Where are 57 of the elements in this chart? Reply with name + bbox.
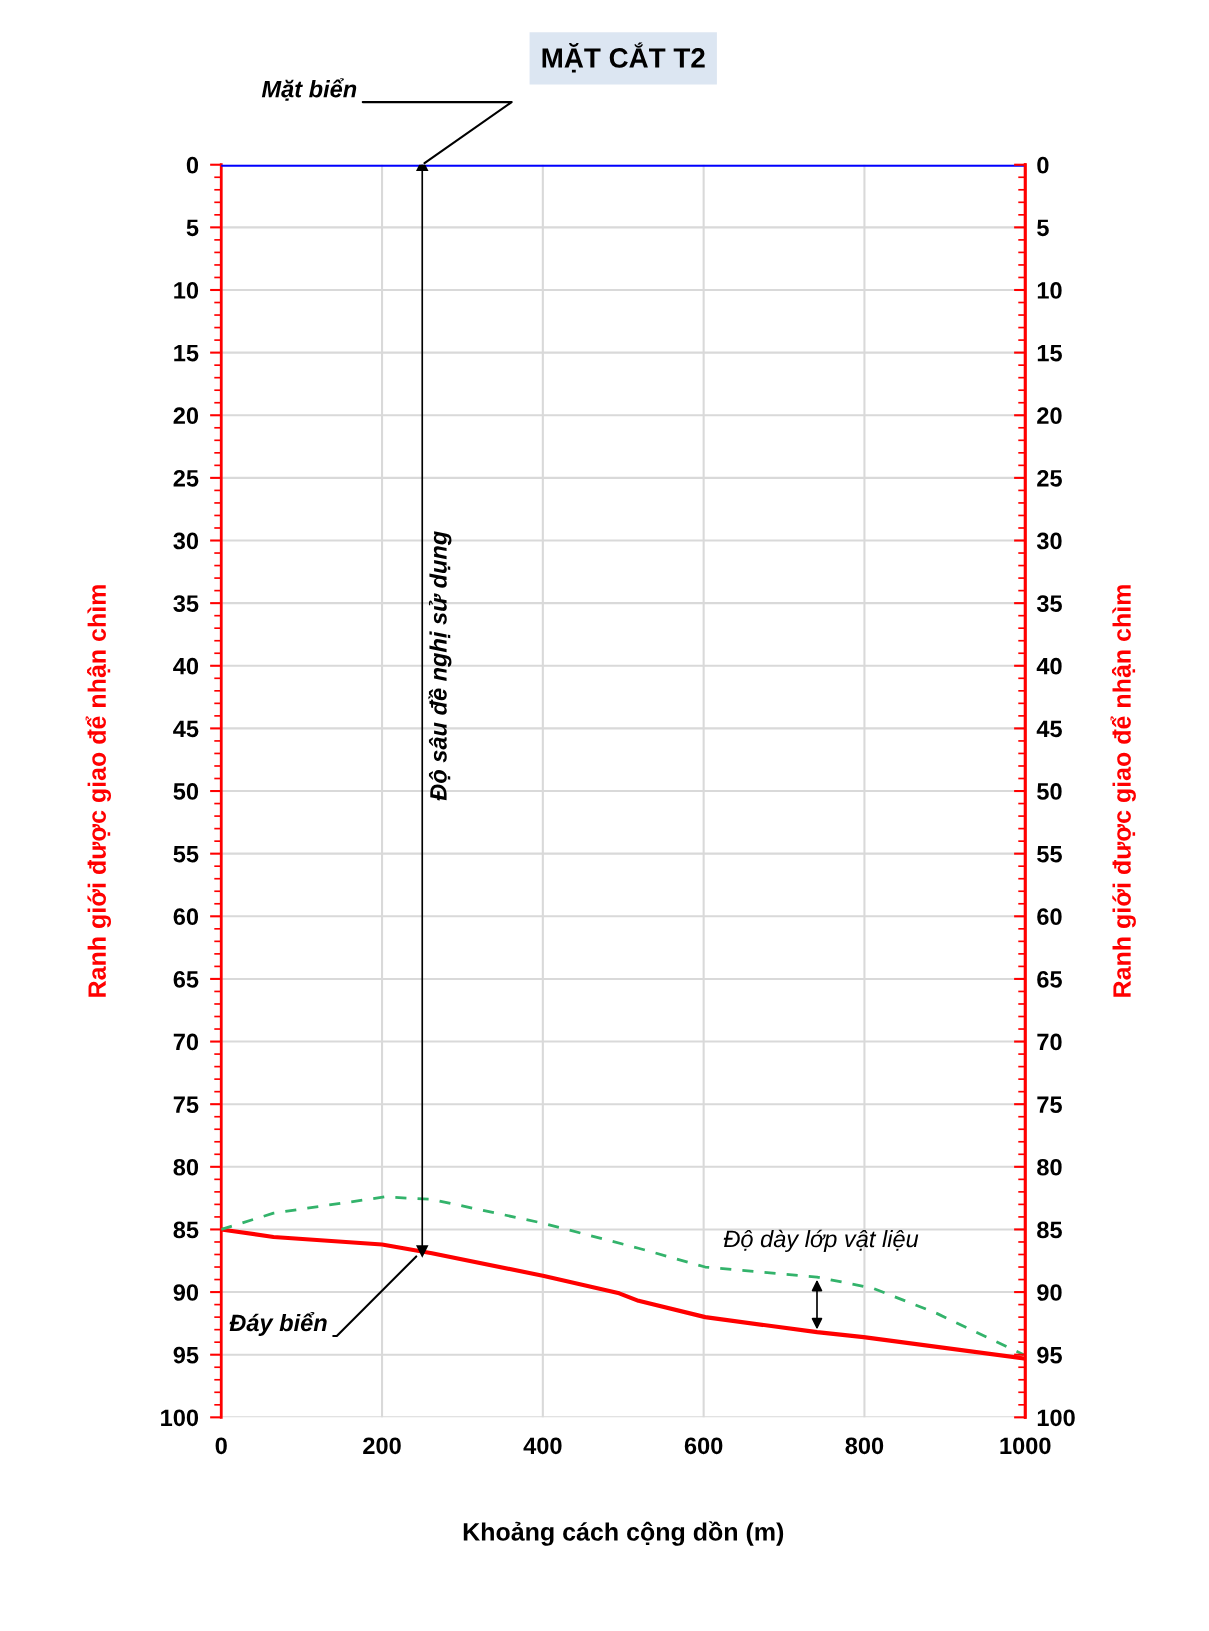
y2-tick-label: 80: [1037, 1158, 1062, 1176]
y2-tick-label: 85: [1037, 1221, 1062, 1239]
x-tick-label: 400: [523, 1437, 562, 1455]
x-axis-title: Khoảng cách cộng dồn (m): [463, 1521, 784, 1546]
chart-title: MẶT CẮT T2: [542, 42, 705, 73]
x-tick-label: 0: [215, 1437, 227, 1455]
y-tick-label: 15: [174, 344, 199, 362]
line-series: [221, 1195, 1026, 1357]
y-tick-label: 30: [173, 532, 199, 550]
y-tick-label: 10: [174, 282, 199, 299]
y-tick-label: 20: [173, 407, 199, 425]
annotation: Đáy biển: [229, 1311, 327, 1336]
y2-tick-label: 10: [1037, 282, 1062, 299]
y-tick-label: 5: [186, 219, 199, 237]
y-tick-label: 55: [173, 845, 199, 863]
y-tick-label: 75: [173, 1096, 199, 1113]
y2-tick-label: 65: [1037, 970, 1062, 988]
y-tick-label: 50: [173, 783, 199, 800]
y2-tick-label: 55: [1037, 845, 1062, 863]
y-tick-label: 70: [173, 1033, 199, 1051]
y-tick-label: 25: [173, 469, 199, 487]
y-tick-label: 35: [173, 595, 199, 612]
y-tick-label: 45: [173, 720, 199, 738]
x-tick-label: 600: [684, 1437, 723, 1455]
y2-tick-label: 40: [1036, 657, 1062, 675]
y2-tick-label: 35: [1036, 595, 1062, 612]
y-tick-label: 65: [173, 970, 199, 988]
x-tick-label: 1000: [1000, 1437, 1051, 1455]
y-tick-label: 100: [161, 1409, 199, 1427]
y2-tick-label: 45: [1036, 720, 1062, 738]
y-tick-label: 90: [173, 1284, 199, 1301]
y-tick-label: 0: [186, 156, 199, 174]
annotation: Độ dày lớp vật liệu: [723, 1229, 919, 1252]
x-tick-label: 800: [845, 1437, 884, 1455]
y-axis-title: Ranh giới được giao để nhận chìm: [85, 585, 112, 997]
y-tick-label: 95: [173, 1346, 199, 1364]
ref-line-label: Độ sâu đề nghị sử dụng: [428, 531, 452, 801]
y2-axis-title: Ranh giới được giao để nhận chìm: [1110, 585, 1136, 997]
y2-tick-label: 90: [1037, 1284, 1062, 1301]
y2-tick-label: 50: [1037, 783, 1062, 800]
y2-tick-label: 60: [1037, 908, 1062, 926]
y-tick-label: 60: [173, 908, 199, 926]
y2-tick-label: 30: [1036, 532, 1062, 550]
y2-tick-label: 95: [1037, 1346, 1062, 1364]
y2-tick-label: 70: [1037, 1033, 1062, 1051]
y2-tick-label: 5: [1037, 219, 1049, 237]
y2-tick-label: 0: [1037, 156, 1049, 174]
annotation: Mặt biển: [261, 78, 357, 101]
y-tick-label: 85: [173, 1221, 199, 1239]
y2-tick-label: 100: [1037, 1409, 1075, 1427]
y-tick-label: 40: [173, 657, 199, 675]
y2-tick-label: 15: [1037, 344, 1062, 362]
y2-tick-label: 25: [1037, 469, 1062, 487]
y2-tick-label: 75: [1037, 1096, 1062, 1113]
y-tick-label: 80: [173, 1158, 199, 1176]
y2-tick-label: 20: [1037, 407, 1062, 425]
x-tick-label: 200: [363, 1437, 401, 1455]
